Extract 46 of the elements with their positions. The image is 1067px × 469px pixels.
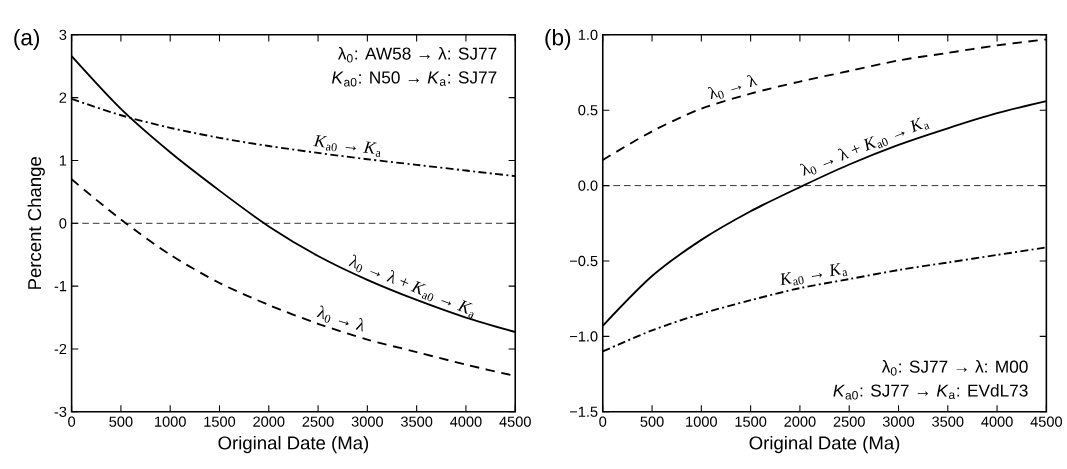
x-tick-label: 500 — [109, 416, 133, 427]
y-tick-label: -3 — [54, 406, 67, 417]
text: K$_{a0}$ → K$_{a}$ — [313, 134, 381, 157]
x-tick-label: 4500 — [499, 416, 531, 427]
x-tick-label: 3500 — [400, 416, 433, 427]
y-tick-label: 2 — [59, 92, 67, 103]
x-tick-label: 1000 — [155, 416, 186, 427]
chart-title: (b) — [545, 28, 571, 50]
x-tick-label: 1000 — [686, 416, 717, 427]
x-tick-label: 2500 — [833, 416, 865, 427]
x-tick-label: 1500 — [735, 416, 767, 427]
annotation: λ$_{0}$: SJ77 → λ: M00 — [881, 359, 1028, 376]
x-axis-title: Original Date (Ma) — [749, 435, 900, 453]
x-tick-label: 2000 — [784, 416, 816, 427]
x-tick-label: 1500 — [204, 416, 236, 427]
x-tick-label: 3500 — [932, 416, 964, 427]
y-tick-label: 0 — [59, 217, 67, 229]
x-tick-label: 2500 — [302, 416, 334, 427]
y-tick-label: −1.5 — [570, 406, 598, 417]
x-tick-label: 3000 — [882, 416, 915, 427]
text: λ$_{0}$ → λ — [707, 74, 758, 100]
annotation: K$_{a0}$: SJ77 → K$_{a}$: EVdL73 — [833, 383, 1028, 400]
y-tick-label: -1 — [54, 280, 67, 291]
x-tick-label: 0 — [599, 416, 607, 427]
x-tick-label: 2000 — [253, 416, 285, 427]
y-tick-label: 3 — [59, 29, 67, 40]
text: λ$_{0}$ → λ + K$_{a0}$ → K$_{a}$ — [799, 117, 930, 176]
x-tick-label: 500 — [640, 416, 664, 427]
y-tick-label: 1.0 — [578, 29, 598, 40]
y-tick-label: -2 — [54, 343, 67, 354]
y-tick-label: 1 — [59, 155, 67, 166]
y-tick-label: 0.0 — [578, 180, 598, 191]
text: K$_{a0}$ → K$_{a}$ — [780, 262, 848, 286]
x-tick-label: 4000 — [981, 416, 1013, 427]
x-tick-label: 0 — [68, 416, 76, 427]
chart-title: (a) — [14, 28, 40, 50]
annotation: λ$_{0}$: AW58 → λ: SJ77 — [337, 46, 497, 63]
x-tick-label: 4000 — [450, 416, 482, 427]
x-tick-label: 3000 — [351, 416, 383, 427]
y-tick-label: 0.5 — [578, 104, 598, 116]
y-tick-label: −1.0 — [570, 331, 598, 342]
x-tick-label: 4500 — [1030, 416, 1062, 427]
annotation: K$_{a0}$: N50 → K$_{a}$: SJ77 — [331, 71, 497, 87]
x-axis-title: Original Date (Ma) — [218, 435, 369, 453]
y-tick-label: −0.5 — [570, 255, 598, 266]
y-axis-title: Percent Change — [27, 156, 45, 289]
